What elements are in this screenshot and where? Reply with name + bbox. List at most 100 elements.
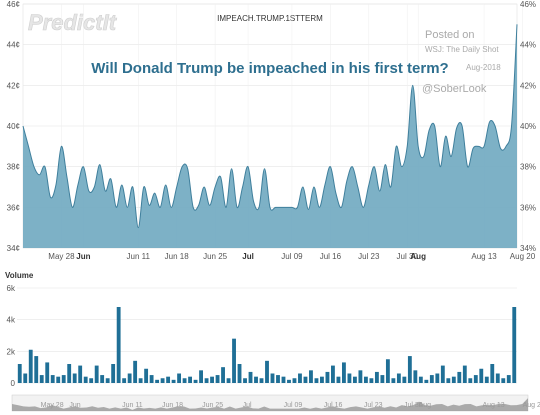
y-tick-label-left: 34¢ bbox=[7, 244, 20, 253]
volume-bar bbox=[407, 356, 412, 383]
volume-bar bbox=[320, 376, 324, 383]
volume-bar bbox=[374, 371, 379, 383]
volume-bar bbox=[204, 378, 209, 383]
volume-bar bbox=[413, 370, 418, 383]
volume-bar bbox=[23, 373, 28, 383]
volume-bar bbox=[254, 376, 258, 383]
volume-bar bbox=[144, 368, 149, 383]
volume-bar bbox=[210, 376, 214, 383]
volume-bar bbox=[265, 360, 269, 383]
y-tick-label-right: 44% bbox=[520, 41, 536, 50]
volume-y-tick-label: 2k bbox=[7, 347, 16, 356]
volume-bar bbox=[440, 365, 445, 383]
navigator-tick-label: May 28 bbox=[41, 402, 64, 409]
volume-bar bbox=[451, 376, 456, 383]
navigator-x-axis: May 28 Jun Jun 11 Jun 18 Jun 25 Jul Jul 09 Jul … bbox=[41, 402, 540, 409]
volume-bar bbox=[221, 367, 225, 383]
volume-bar bbox=[435, 373, 440, 383]
volume-bar bbox=[83, 376, 88, 383]
navigator-tick-label: Jul 16 bbox=[324, 402, 343, 409]
volume-bar bbox=[226, 378, 231, 383]
contract-ticker: IMPEACH.TRUMP.1STTERM bbox=[217, 14, 323, 23]
volume-bar bbox=[160, 378, 165, 383]
credit-line-source: WSJ: The Daily Shot bbox=[425, 45, 499, 54]
volume-bar bbox=[67, 364, 72, 383]
volume-bar bbox=[391, 378, 396, 383]
volume-bar bbox=[457, 371, 462, 383]
x-tick-label: Jun 25 bbox=[203, 252, 228, 261]
navigator-tick-label: Jun bbox=[69, 402, 80, 409]
volume-bar bbox=[276, 375, 280, 383]
volume-bar bbox=[199, 370, 203, 383]
volume-bar bbox=[122, 378, 127, 383]
volume-bar bbox=[484, 376, 489, 383]
x-tick-label: Aug 20 bbox=[510, 252, 536, 261]
y-tick-label-right: 38% bbox=[520, 163, 536, 172]
price-x-axis: May 28 Jun Jun 11 Jun 18 Jun 25 Jul Jul 09 Jul … bbox=[48, 252, 535, 261]
y-tick-label-left: 44¢ bbox=[7, 41, 20, 50]
volume-bar bbox=[89, 378, 94, 383]
navigator-tick-label: Jul bbox=[243, 402, 252, 409]
volume-bar bbox=[429, 375, 434, 383]
volume-bar bbox=[28, 349, 33, 383]
volume-bar bbox=[133, 360, 138, 383]
y-tick-label-left: 46¢ bbox=[7, 0, 20, 9]
y-tick-label-right: 40% bbox=[520, 122, 536, 131]
volume-bar bbox=[352, 376, 357, 383]
volume-bar bbox=[94, 365, 99, 383]
y-tick-label-right: 42% bbox=[520, 81, 536, 90]
volume-bar bbox=[424, 379, 429, 383]
chart-headline: Will Donald Trump be impeached in his fi… bbox=[91, 60, 448, 77]
volume-bar bbox=[171, 379, 176, 383]
navigator-tick-label: Aug 13 bbox=[483, 402, 505, 409]
y-tick-label-right: 36% bbox=[520, 203, 536, 212]
volume-bar bbox=[501, 378, 506, 383]
x-tick-label: Jul 30 bbox=[397, 252, 419, 261]
navigator-tick-label: Jul 23 bbox=[364, 402, 383, 409]
volume-y-axis: 0 2k 4k 6k bbox=[7, 284, 16, 388]
x-tick-label: Jun 18 bbox=[165, 252, 190, 261]
navigator-strip[interactable]: May 28 Jun Jun 11 Jun 18 Jun 25 Jul Jul 09 Jul … bbox=[11, 394, 540, 412]
volume-bar bbox=[56, 376, 61, 383]
price-y-axis-left: 34¢ 36¢ 38¢ 40¢ 42¢ 44¢ 46¢ bbox=[7, 0, 20, 253]
volume-bar bbox=[72, 373, 77, 383]
navigator-tick-label: Jun 11 bbox=[122, 402, 143, 409]
x-tick-label: Jul 16 bbox=[320, 252, 342, 261]
navigator-tick-label: Aug 20 bbox=[523, 402, 540, 409]
volume-bar bbox=[336, 376, 341, 383]
y-tick-label-left: 40¢ bbox=[7, 122, 20, 131]
credit-line-posted: Posted on bbox=[425, 29, 475, 41]
volume-bar bbox=[292, 378, 297, 383]
volume-bar bbox=[215, 375, 220, 383]
x-tick-label: Jul 09 bbox=[281, 252, 303, 261]
volume-bar bbox=[100, 375, 105, 383]
volume-bars bbox=[17, 307, 517, 383]
volume-bar bbox=[259, 378, 264, 383]
x-tick-label: Aug 13 bbox=[471, 252, 497, 261]
volume-bar bbox=[287, 379, 291, 383]
volume-bar bbox=[248, 371, 253, 383]
volume-y-tick-label: 4k bbox=[7, 316, 16, 325]
volume-bar bbox=[166, 376, 171, 383]
x-tick-label: Jul bbox=[242, 252, 254, 261]
x-tick-label: Jun 11 bbox=[127, 252, 151, 261]
y-tick-label-left: 42¢ bbox=[7, 81, 20, 90]
volume-bar bbox=[396, 373, 401, 383]
volume-bar bbox=[418, 376, 423, 383]
volume-bar bbox=[473, 375, 478, 383]
volume-bar bbox=[50, 375, 55, 383]
volume-bar bbox=[188, 376, 192, 383]
predictit-logo: PredictIt bbox=[28, 10, 118, 35]
volume-bar bbox=[17, 364, 22, 383]
volume-bar bbox=[34, 356, 39, 383]
volume-bar bbox=[479, 368, 484, 383]
price-y-axis-right: 34% 36% 38% 40% 42% 44% 46% bbox=[520, 0, 536, 253]
volume-bar bbox=[45, 362, 50, 383]
volume-bar bbox=[281, 376, 286, 383]
volume-bar bbox=[506, 375, 511, 383]
navigator-tick-label: Jun 25 bbox=[202, 402, 223, 409]
volume-bar bbox=[468, 378, 473, 383]
y-tick-label-left: 38¢ bbox=[7, 163, 20, 172]
volume-bar bbox=[490, 364, 495, 383]
